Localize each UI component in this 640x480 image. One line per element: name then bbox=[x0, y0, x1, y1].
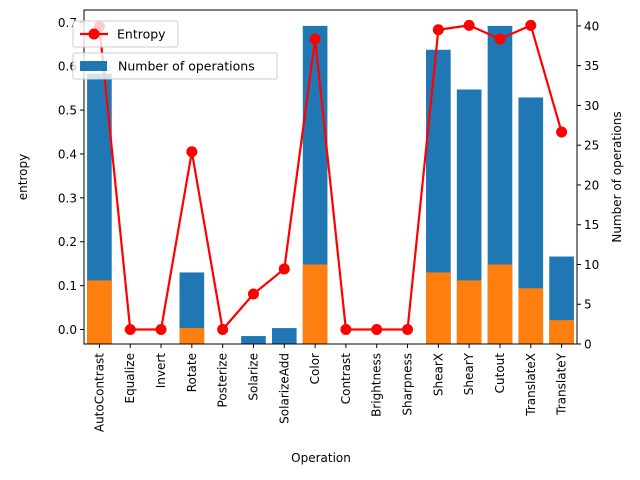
right-y-tick-label-7: 35 bbox=[584, 59, 599, 73]
entropy-point-cutout bbox=[494, 33, 506, 45]
bar-s1-color bbox=[302, 264, 328, 344]
right-y-tick-label-5: 25 bbox=[584, 139, 599, 153]
entropy-point-brightness bbox=[371, 324, 383, 336]
bar-s1-sheary bbox=[456, 280, 482, 344]
legend-entropy-frame bbox=[72, 20, 179, 48]
x-tick-label-color: Color bbox=[308, 353, 322, 384]
left-y-tick-label-7: 0.7 bbox=[58, 16, 77, 30]
legend-entropy: Entropy bbox=[72, 20, 179, 48]
left-y-tick-label-1: 0.1 bbox=[58, 279, 77, 293]
left-y-tick-label-4: 0.4 bbox=[58, 147, 77, 161]
legend-operations-swatch bbox=[80, 61, 107, 71]
x-tick-label-autocontrast: AutoContrast bbox=[92, 353, 106, 432]
plot-frame bbox=[83, 9, 578, 345]
legend-operations: Number of operations bbox=[72, 52, 278, 80]
entropy-line bbox=[98, 24, 563, 331]
bar-s0-solarizeadd bbox=[271, 328, 297, 344]
bar-s0-solarize bbox=[241, 336, 266, 344]
legend-operations-frame bbox=[72, 52, 278, 80]
right-y-tick-label-0: 0 bbox=[584, 338, 592, 352]
x-tick-label-translatey: TranslateY bbox=[555, 352, 569, 415]
right-y-axis-ticks: 0 5 10 15 20 25 30 35 40 bbox=[577, 19, 599, 352]
entropy-point-invert bbox=[155, 324, 167, 336]
left-y-tick-label-6: 0.6 bbox=[58, 60, 77, 74]
x-tick-label-sharpness: Sharpness bbox=[401, 353, 415, 416]
x-tick-label-posterize: Posterize bbox=[216, 353, 230, 407]
x-tick-label-invert: Invert bbox=[154, 353, 168, 389]
entropy-point-rotate bbox=[186, 146, 198, 158]
left-y-tick-label-5: 0.5 bbox=[58, 104, 77, 118]
entropy-point-solarizeadd bbox=[278, 263, 290, 275]
entropy-point-contrast bbox=[340, 324, 352, 336]
entropy-point-solarize bbox=[247, 288, 259, 300]
x-tick-label-cutout: Cutout bbox=[493, 353, 507, 394]
left-y-tick-label-3: 0.3 bbox=[58, 191, 77, 205]
x-tick-label-contrast: Contrast bbox=[339, 353, 353, 405]
x-tick-label-translatex: TranslateX bbox=[524, 353, 538, 417]
bars-layer bbox=[87, 25, 574, 345]
entropy-point-sheary bbox=[463, 19, 475, 31]
entropy-point-equalize bbox=[124, 324, 136, 336]
bar-s1-shearx bbox=[426, 272, 451, 344]
x-axis-ticks: AutoContrast Equalize Invert Rotate Posteriz… bbox=[92, 344, 569, 432]
left-y-axis-label: entropy bbox=[16, 154, 30, 200]
entropy-point-sharpness bbox=[402, 324, 414, 336]
entropy-point-posterize bbox=[217, 324, 229, 336]
legend-operations-label: Number of operations bbox=[118, 59, 255, 74]
right-y-axis-label: Number of operations bbox=[610, 111, 624, 242]
x-tick-label-solarizeadd: SolarizeAdd bbox=[277, 353, 291, 424]
right-y-tick-label-8: 40 bbox=[584, 19, 599, 33]
entropy-point-shearx bbox=[432, 24, 444, 36]
bar-s1-cutout bbox=[487, 264, 513, 344]
right-y-tick-label-1: 5 bbox=[584, 298, 592, 312]
entropy-point-translatey bbox=[556, 126, 568, 138]
entropy-point-translatex bbox=[525, 19, 537, 31]
x-tick-label-sheary: ShearY bbox=[462, 352, 476, 395]
legend-entropy-marker bbox=[88, 28, 100, 40]
x-tick-label-solarize: Solarize bbox=[246, 353, 260, 401]
bar-s1-rotate bbox=[179, 328, 205, 344]
right-y-tick-label-4: 20 bbox=[584, 178, 599, 192]
entropy-point-color bbox=[309, 33, 321, 45]
left-y-axis-ticks: 0.0 0.1 0.2 0.3 0.4 0.5 0.6 0.7 bbox=[58, 16, 84, 337]
x-axis-label: Operation bbox=[291, 451, 351, 465]
left-y-tick-label-0: 0.0 bbox=[58, 323, 77, 337]
x-tick-label-shearx: ShearX bbox=[431, 353, 445, 396]
right-y-tick-label-3: 15 bbox=[584, 218, 599, 232]
line-layer bbox=[93, 19, 568, 336]
bar-s1-autocontrast bbox=[87, 280, 112, 344]
x-tick-label-brightness: Brightness bbox=[370, 353, 384, 417]
x-tick-label-rotate: Rotate bbox=[185, 353, 199, 392]
x-tick-label-equalize: Equalize bbox=[123, 353, 137, 404]
bar-s1-translatey bbox=[549, 320, 574, 344]
left-y-tick-label-2: 0.2 bbox=[58, 235, 77, 249]
bar-s1-translatex bbox=[518, 288, 544, 344]
legend-entropy-label: Entropy bbox=[117, 27, 166, 42]
right-y-tick-label-2: 10 bbox=[584, 258, 599, 272]
right-y-tick-label-6: 30 bbox=[584, 99, 599, 113]
